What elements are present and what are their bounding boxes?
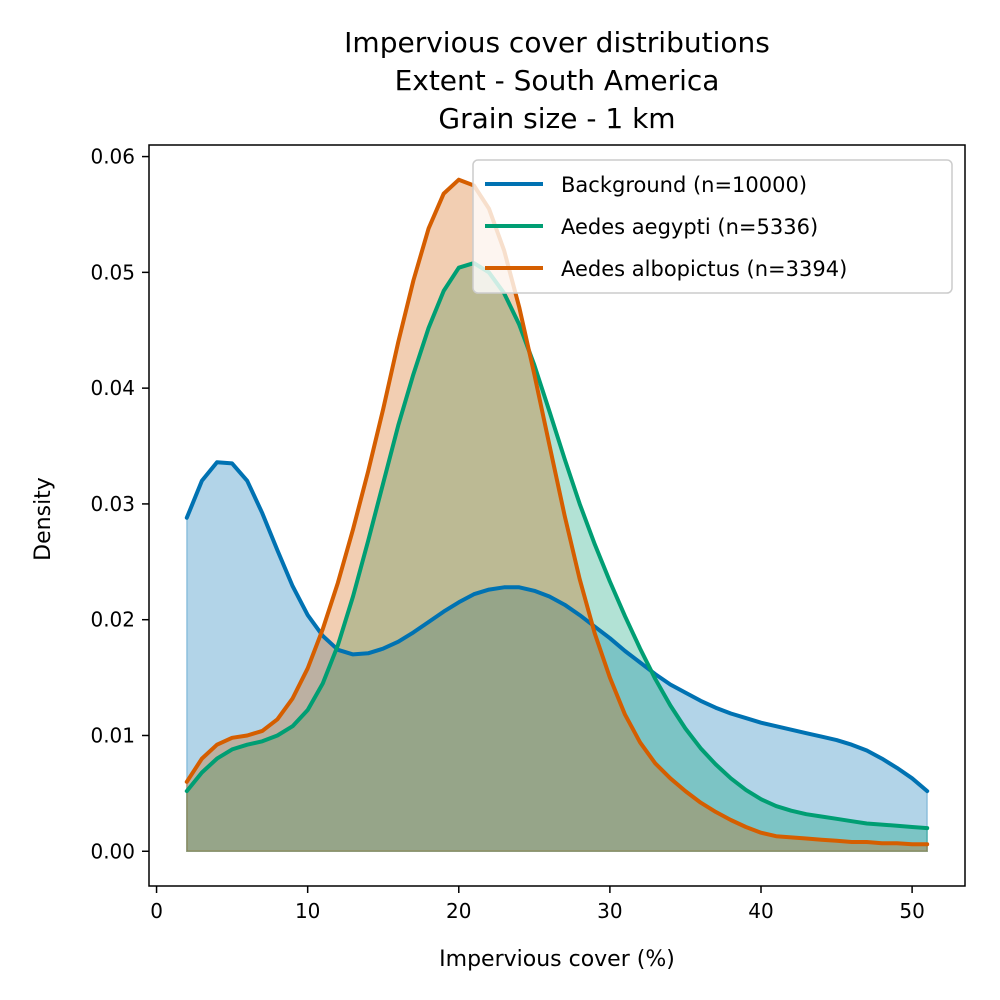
series-line-0	[184, 460, 930, 794]
x-tick-label: 40	[748, 899, 773, 923]
y-tick-label: 0.02	[90, 608, 135, 632]
legend-label-1: Aedes aegypti (n=5336)	[561, 215, 818, 239]
series-line-1	[184, 261, 930, 831]
x-tick-label: 10	[295, 899, 320, 923]
chart-title: Impervious cover distributions Extent - …	[344, 26, 770, 135]
axes: 0 10 20 30 40 50 0.00 0.01 0.02 0.03 0.04 0.05 0.06	[90, 144, 966, 923]
axes-frame	[148, 144, 966, 887]
y-tick-label: 0.00	[90, 839, 135, 863]
y-axis-label: Density	[31, 477, 56, 561]
y-tick-label: 0.05	[90, 260, 135, 284]
y-tick-label: 0.06	[90, 145, 135, 169]
x-tick-label: 30	[597, 899, 622, 923]
chart-title-line-2: Extent - South America	[395, 64, 720, 97]
chart-title-line-3: Grain size - 1 km	[438, 102, 675, 135]
x-tick-label: 20	[446, 899, 471, 923]
legend-label-2: Aedes albopictus (n=3394)	[561, 257, 847, 281]
y-tick-label: 0.03	[90, 492, 135, 516]
chart-title-line-1: Impervious cover distributions	[344, 26, 770, 59]
series-line-2	[184, 177, 930, 847]
y-tick-label: 0.04	[90, 376, 135, 400]
x-tick-label: 50	[899, 899, 924, 923]
legend: Background (n=10000) Aedes aegypti (n=533…	[472, 159, 953, 294]
series-lines	[184, 177, 930, 847]
legend-label-0: Background (n=10000)	[561, 173, 807, 197]
y-tick-label: 0.01	[90, 723, 135, 747]
legend-box	[472, 159, 953, 294]
x-axis-label: Impervious cover (%)	[439, 947, 675, 972]
x-tick-label: 0	[150, 899, 163, 923]
